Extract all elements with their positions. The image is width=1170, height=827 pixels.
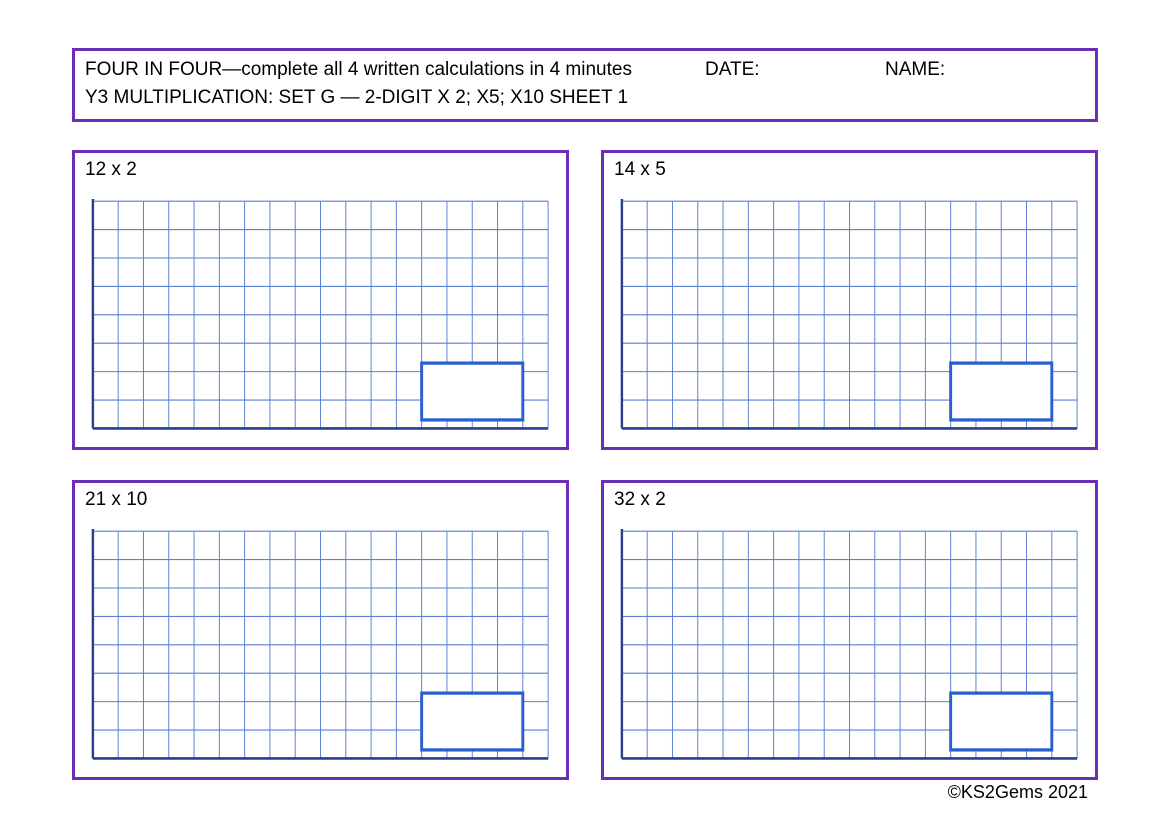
problem-label: 12 x 2 [85, 159, 558, 181]
header-subtitle: Y3 MULTIPLICATION: SET G — 2-DIGIT X 2; … [85, 87, 1085, 109]
problem-box: 32 x 2 [601, 480, 1098, 780]
problem-box: 21 x 10 [72, 480, 569, 780]
problem-box: 14 x 5 [601, 150, 1098, 450]
working-grid[interactable] [618, 199, 1081, 435]
answer-box[interactable] [422, 363, 523, 420]
answer-box[interactable] [951, 693, 1052, 750]
problem-label: 21 x 10 [85, 489, 558, 511]
date-label: DATE: [705, 59, 885, 81]
answer-box[interactable] [951, 363, 1052, 420]
problems-grid: 12 x 2 14 x 5 21 x 10 32 x 2 [72, 150, 1098, 780]
name-label: NAME: [885, 59, 945, 81]
problem-box: 12 x 2 [72, 150, 569, 450]
answer-box[interactable] [422, 693, 523, 750]
problem-label: 32 x 2 [614, 489, 1087, 511]
working-grid[interactable] [89, 199, 552, 435]
working-grid[interactable] [618, 529, 1081, 765]
footer-copyright: ©KS2Gems 2021 [948, 782, 1088, 803]
header-box: FOUR IN FOUR—complete all 4 written calc… [72, 48, 1098, 122]
problem-label: 14 x 5 [614, 159, 1087, 181]
worksheet-page: FOUR IN FOUR—complete all 4 written calc… [0, 0, 1170, 827]
working-grid[interactable] [89, 529, 552, 765]
header-line-1: FOUR IN FOUR—complete all 4 written calc… [85, 59, 1085, 81]
header-main: FOUR IN FOUR—complete all 4 written calc… [85, 59, 705, 81]
